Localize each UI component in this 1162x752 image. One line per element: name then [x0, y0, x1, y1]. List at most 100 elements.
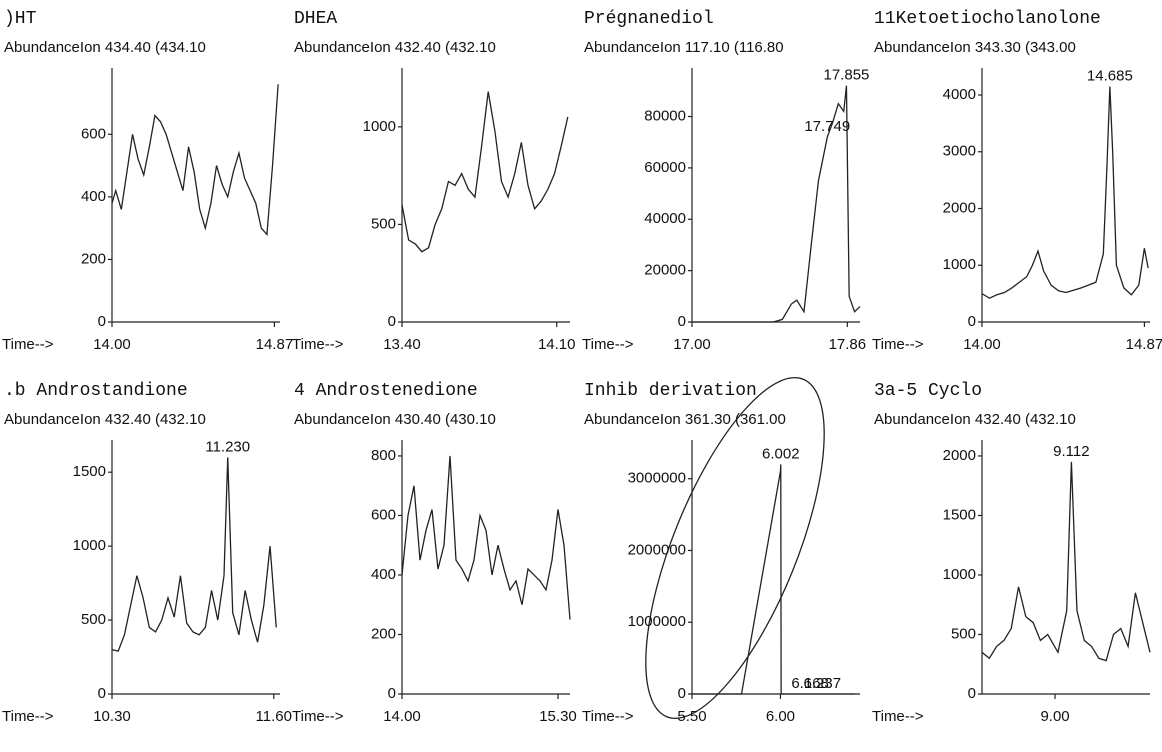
y-tick-label: 2000 — [943, 199, 976, 216]
y-tick-label: 0 — [388, 313, 396, 330]
x-tick-label: 11.60 — [256, 708, 292, 725]
ion-label: Ion 432.40 (432.10 — [80, 411, 206, 428]
chart-title: 11Ketoetiocholanolone — [874, 9, 1101, 29]
x-tick-label: 17.86 — [829, 336, 867, 353]
ion-label: Ion 117.10 (116.80 — [660, 39, 784, 56]
ion-label: Ion 361.30 (361.00 — [660, 411, 786, 428]
y-tick-label: 1000000 — [628, 613, 686, 630]
trace — [692, 464, 855, 695]
trace — [981, 86, 1149, 299]
y-axis-label: Abundance — [874, 39, 950, 56]
y-tick-label: 0 — [388, 685, 396, 702]
axis — [111, 68, 280, 323]
trace — [401, 455, 571, 620]
y-tick-label: 1000 — [943, 256, 976, 273]
peak-label: 6.002 — [762, 445, 800, 462]
y-tick-label: 600 — [371, 506, 396, 523]
x-tick-label: 14.87 — [256, 336, 294, 353]
ion-label: Ion 343.30 (343.00 — [950, 39, 1076, 56]
chart-title: )HT — [4, 9, 37, 29]
y-tick-label: 3000000 — [628, 470, 686, 487]
x-axis-label: Time--> — [2, 708, 54, 725]
y-tick-label: 1500 — [943, 506, 976, 523]
peak-label: 11.230 — [205, 438, 250, 455]
y-tick-label: 4000 — [943, 86, 976, 103]
chart-title: 4 Androstenedione — [294, 381, 478, 401]
y-axis-label: Abundance — [294, 39, 370, 56]
x-tick-label: 10.30 — [93, 708, 131, 725]
y-tick-label: 1500 — [73, 463, 106, 480]
y-tick-label: 0 — [98, 685, 106, 702]
x-axis-label: Time--> — [872, 336, 924, 353]
y-tick-label: 60000 — [644, 159, 686, 176]
x-tick-label: 14.00 — [93, 336, 131, 353]
x-tick-label: 15.30 — [539, 708, 577, 725]
axis — [691, 440, 860, 695]
x-tick-label: 5.50 — [677, 708, 706, 725]
trace — [111, 84, 279, 236]
y-tick-label: 500 — [81, 611, 106, 628]
x-axis-label: Time--> — [582, 708, 634, 725]
x-tick-label: 9.00 — [1040, 708, 1069, 725]
peak-label: 6.237 — [804, 675, 842, 692]
axis — [401, 440, 570, 695]
chart-title: .b Androstandione — [4, 381, 188, 401]
y-tick-label: 500 — [951, 625, 976, 642]
x-axis-label: Time--> — [292, 708, 344, 725]
y-tick-label: 0 — [968, 685, 976, 702]
y-axis-label: Abundance — [4, 411, 80, 428]
x-axis-label: Time--> — [292, 336, 344, 353]
axis — [981, 440, 1150, 695]
y-tick-label: 600 — [81, 125, 106, 142]
y-tick-label: 40000 — [644, 210, 686, 227]
trace — [692, 85, 861, 323]
y-axis-label: Abundance — [584, 411, 660, 428]
y-tick-label: 400 — [371, 566, 396, 583]
y-tick-label: 200 — [371, 625, 396, 642]
x-axis-label: Time--> — [2, 336, 54, 353]
y-tick-label: 1000 — [73, 537, 106, 554]
ion-label: Ion 434.40 (434.10 — [80, 39, 206, 56]
y-tick-label: 0 — [98, 313, 106, 330]
x-axis-label: Time--> — [872, 708, 924, 725]
x-axis-label: Time--> — [582, 336, 634, 353]
y-tick-label: 1000 — [363, 118, 396, 135]
peak-label: 17.749 — [804, 118, 850, 135]
peak-label: 17.855 — [824, 67, 870, 84]
y-tick-label: 0 — [678, 685, 686, 702]
x-tick-label: 14.87 — [1126, 336, 1162, 353]
y-axis-label: Abundance — [4, 39, 80, 56]
x-tick-label: 14.00 — [383, 708, 421, 725]
y-axis-label: Abundance — [584, 39, 660, 56]
ion-label: Ion 430.40 (430.10 — [370, 411, 496, 428]
y-axis-label: Abundance — [294, 411, 370, 428]
y-tick-label: 80000 — [644, 107, 686, 124]
chart-title: Inhib derivation — [584, 381, 757, 401]
y-tick-label: 0 — [968, 313, 976, 330]
peak-label: 9.112 — [1053, 443, 1089, 460]
x-tick-label: 13.40 — [383, 336, 421, 353]
trace — [111, 457, 277, 652]
trace — [981, 461, 1151, 662]
y-tick-label: 500 — [371, 215, 396, 232]
x-tick-label: 6.00 — [766, 708, 795, 725]
y-tick-label: 20000 — [644, 262, 686, 279]
y-tick-label: 3000 — [943, 143, 976, 160]
x-tick-label: 14.00 — [963, 336, 1001, 353]
x-tick-label: 14.10 — [538, 336, 576, 353]
axis — [111, 440, 280, 695]
x-tick-label: 17.00 — [673, 336, 711, 353]
axis — [691, 68, 860, 323]
ion-label: Ion 432.40 (432.10 — [950, 411, 1076, 428]
y-tick-label: 800 — [371, 447, 396, 464]
ion-label: Ion 432.40 (432.10 — [370, 39, 496, 56]
peak-label: 14.685 — [1087, 67, 1133, 84]
y-tick-label: 400 — [81, 188, 106, 205]
chart-title: DHEA — [294, 9, 337, 29]
y-tick-label: 2000000 — [628, 541, 686, 558]
y-tick-label: 1000 — [943, 566, 976, 583]
chart-title: Prégnanediol — [584, 9, 714, 29]
y-tick-label: 200 — [81, 250, 106, 267]
axis — [981, 68, 1150, 323]
